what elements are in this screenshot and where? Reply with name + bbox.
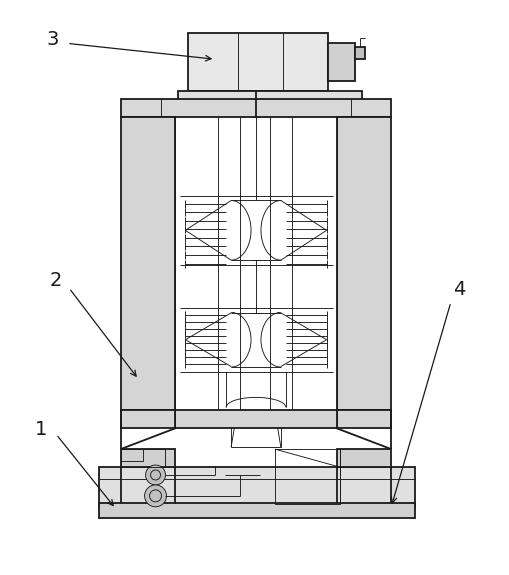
- Text: 3: 3: [47, 30, 59, 49]
- Bar: [179, 91, 362, 101]
- Bar: [336, 117, 391, 411]
- Bar: [99, 467, 415, 507]
- Circle shape: [145, 485, 166, 507]
- Bar: [328, 43, 355, 81]
- Bar: [121, 449, 176, 467]
- Bar: [121, 99, 391, 117]
- Text: 2: 2: [50, 271, 62, 290]
- Circle shape: [146, 465, 165, 485]
- Bar: [121, 449, 165, 467]
- Bar: [275, 449, 340, 504]
- Bar: [121, 449, 143, 461]
- Text: 4: 4: [453, 281, 465, 300]
- Text: 1: 1: [35, 420, 47, 439]
- Bar: [188, 33, 328, 91]
- Bar: [121, 117, 176, 411]
- Bar: [99, 503, 415, 518]
- Bar: [231, 417, 281, 447]
- Bar: [121, 411, 391, 428]
- Bar: [355, 47, 365, 59]
- Bar: [336, 449, 391, 467]
